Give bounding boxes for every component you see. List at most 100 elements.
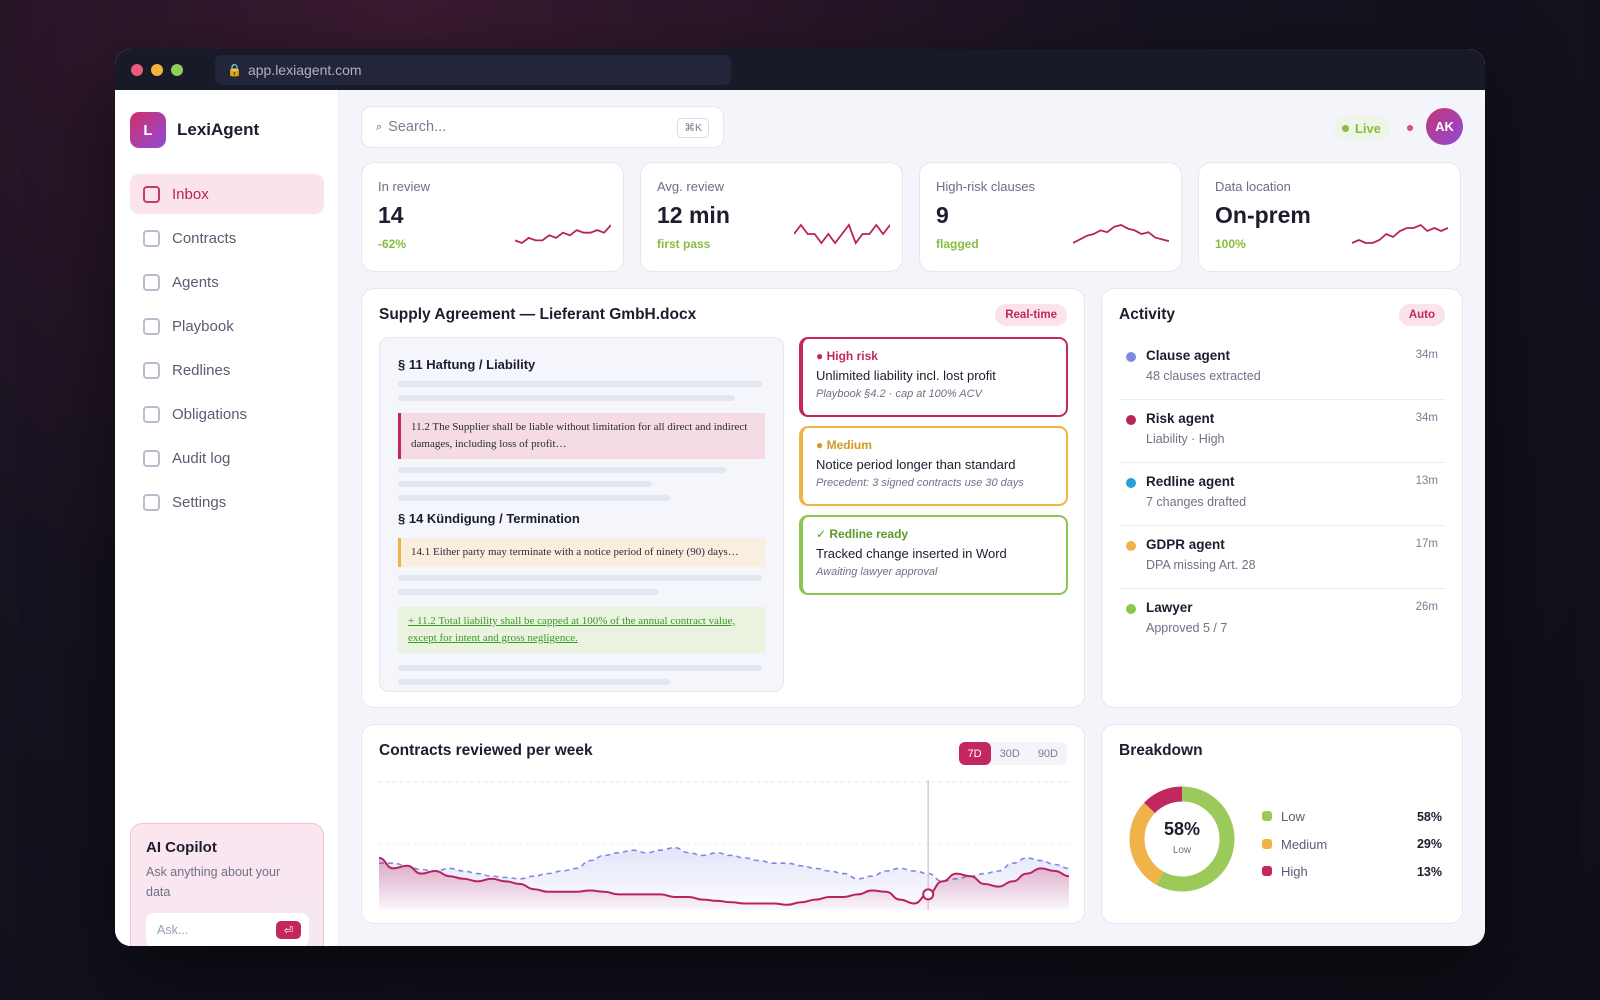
contracts-area-chart[interactable] [379, 780, 1069, 910]
address-bar[interactable]: 🔒 app.lexiagent.com [215, 54, 731, 85]
notification-dot-icon[interactable] [1407, 125, 1413, 131]
document-preview[interactable]: § 11 Haftung / Liability 11.2 The Suppli… [379, 337, 784, 692]
activity-name: Lawyer [1146, 600, 1193, 615]
kpi-avg-review[interactable]: Avg. review 12 min first pass [640, 162, 903, 272]
range-7d-button[interactable]: 7D [958, 742, 991, 765]
donut-slice-high[interactable] [1129, 786, 1235, 892]
brand-name: LexiAgent [177, 120, 260, 139]
search-shortcut: ⌘K [677, 118, 709, 138]
kpi-high-risk-clauses[interactable]: High-risk clauses 9 flagged [919, 162, 1182, 272]
search-input[interactable]: ⌕ Search... ⌘K [361, 106, 724, 148]
auto-badge: Auto [1398, 304, 1445, 326]
sidebar-item-playbook[interactable]: Playbook [130, 306, 324, 346]
legend-value: 58% [1416, 809, 1442, 824]
status-dot-icon [1126, 478, 1136, 488]
legend-label: High [1281, 864, 1308, 880]
contracts-icon [143, 229, 160, 247]
list-item[interactable]: Redline agent 7 changes drafted 13m [1119, 463, 1445, 526]
settings-icon [143, 493, 160, 511]
sidebar-item-label: Inbox [172, 185, 209, 203]
highlighted-medium-clause[interactable]: 14.1 Either party may terminate with a n… [398, 538, 765, 567]
finding-high-risk[interactable]: ● High risk Unlimited liability incl. lo… [799, 337, 1068, 417]
sidebar-item-redlines[interactable]: Redlines [130, 350, 324, 390]
legend-label: Low [1281, 809, 1305, 825]
highlighted-risk-clause[interactable]: 11.2 The Supplier shall be liable withou… [398, 413, 765, 459]
status-dot-icon [1126, 352, 1136, 362]
list-item[interactable]: Lawyer Approved 5 / 7 26m [1119, 589, 1445, 652]
copilot-send-button[interactable]: ⏎ [276, 921, 301, 939]
sidebar-item-obligations[interactable]: Obligations [130, 394, 324, 434]
sidebar-item-label: Obligations [172, 405, 248, 423]
chart-title: Contracts reviewed per week [379, 742, 593, 759]
document-review-card: Supply Agreement — Lieferant GmbH.docx R… [361, 288, 1085, 708]
live-status-badge: Live [1333, 116, 1391, 140]
kpi-sparkline [1352, 223, 1448, 244]
sidebar-item-audit-log[interactable]: Audit log [130, 438, 324, 478]
kpi-value: 12 min [657, 202, 730, 228]
status-dot-icon [1126, 541, 1136, 551]
kpi-label: Data location [1215, 179, 1291, 194]
sidebar-item-settings[interactable]: Settings [130, 482, 324, 522]
donut-slice-medium[interactable] [1129, 786, 1235, 892]
url-text: app.lexiagent.com [247, 61, 362, 78]
finding-title: Unlimited liability incl. lost profit [816, 368, 996, 383]
list-item[interactable]: GDPR agent DPA missing Art. 28 17m [1119, 526, 1445, 589]
audit-log-icon [143, 449, 160, 467]
kpi-sparkline [515, 224, 611, 245]
realtime-badge: Real-time [995, 304, 1067, 326]
search-placeholder: Search... [388, 119, 447, 135]
donut-center-value: 58% [1163, 819, 1201, 839]
lock-icon: 🔒 [227, 62, 242, 77]
live-dot-icon [1341, 124, 1349, 132]
text-placeholder-line [398, 665, 762, 671]
range-90d-button[interactable]: 90D [1037, 747, 1058, 760]
kpi-sub: -62% [378, 237, 407, 251]
finding-note: Playbook §4.2 · cap at 100% ACV [816, 388, 982, 400]
close-window-button[interactable] [131, 63, 143, 76]
finding-medium[interactable]: ● Medium Notice period longer than stand… [799, 426, 1068, 506]
text-placeholder-line [398, 467, 726, 473]
kpi-sub: 100% [1215, 237, 1246, 251]
avatar[interactable]: AK [1426, 108, 1463, 145]
kpi-sub: flagged [936, 237, 979, 251]
copilot-subtitle: Ask anything about your data [146, 865, 281, 899]
legend-swatch-icon [1262, 866, 1272, 876]
section-title: § 11 Haftung / Liability [398, 357, 536, 372]
range-30d-button[interactable]: 30D [999, 747, 1020, 760]
brand-logo: L [130, 112, 166, 148]
breakdown-donut-chart[interactable] [1128, 785, 1236, 893]
legend-swatch-icon [1262, 838, 1272, 849]
breakdown-title: Breakdown [1119, 742, 1203, 759]
finding-redline-ready[interactable]: ✓ Redline ready Tracked change inserted … [799, 515, 1068, 595]
series-1-area [379, 858, 1069, 910]
sidebar-item-inbox[interactable]: Inbox [130, 174, 324, 214]
activity-time: 26m [1415, 601, 1438, 613]
sidebar-item-contracts[interactable]: Contracts [130, 218, 324, 258]
redlines-icon [143, 361, 160, 379]
inbox-icon [143, 185, 160, 203]
legend-item-medium: Medium 29% [1262, 831, 1442, 859]
sidebar-item-label: Playbook [172, 317, 234, 335]
text-placeholder-line [398, 395, 735, 401]
activity-name: GDPR agent [1146, 537, 1225, 552]
list-item[interactable]: Clause agent 48 clauses extracted 34m [1119, 337, 1445, 400]
text-placeholder-line [398, 575, 762, 581]
kpi-data-location[interactable]: Data location On-prem 100% [1198, 162, 1461, 272]
list-item[interactable]: Risk agent Liability · High 34m [1119, 400, 1445, 463]
copilot-input[interactable]: Ask... ⏎ [146, 913, 309, 946]
sidebar-item-agents[interactable]: Agents [130, 262, 324, 302]
finding-title: Tracked change inserted in Word [816, 546, 1007, 561]
brand[interactable]: L LexiAgent [130, 112, 259, 148]
activity-time: 17m [1415, 538, 1438, 550]
activity-desc: DPA missing Art. 28 [1146, 558, 1256, 572]
maximize-window-button[interactable] [171, 63, 183, 76]
redline-insertion[interactable]: + 11.2 Total liability shall be capped a… [398, 607, 765, 653]
kpi-sub: first pass [657, 237, 711, 251]
activity-desc: Liability · High [1146, 432, 1225, 446]
activity-time: 34m [1415, 349, 1438, 361]
finding-note: Awaiting lawyer approval [816, 566, 938, 578]
minimize-window-button[interactable] [151, 63, 163, 76]
chart-highlight-point[interactable] [922, 888, 935, 901]
kpi-in-review[interactable]: In review 14 -62% [361, 162, 624, 272]
kpi-label: Avg. review [657, 179, 724, 194]
